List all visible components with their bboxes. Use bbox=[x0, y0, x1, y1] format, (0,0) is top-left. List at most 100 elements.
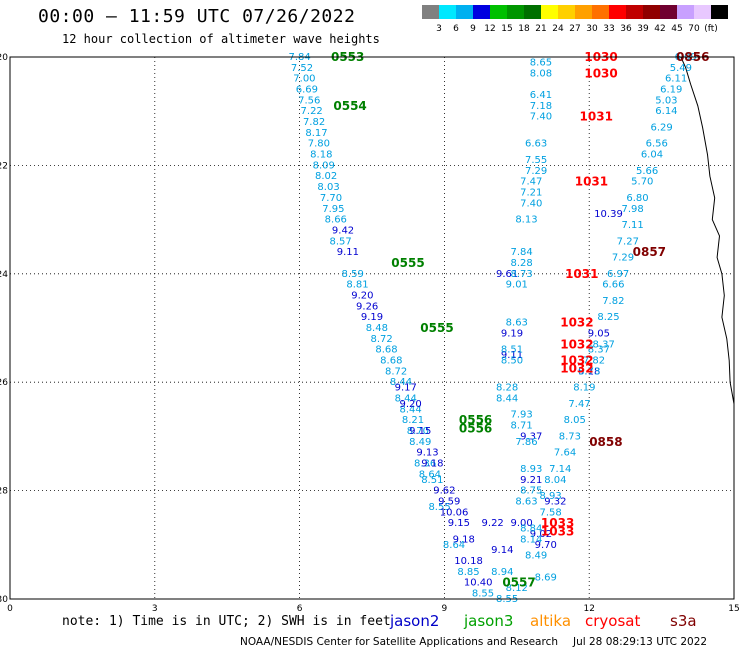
colorbar-label: 45 bbox=[671, 24, 682, 34]
data-point-label: 8.51 bbox=[421, 475, 443, 486]
data-point-label: 7.47 bbox=[520, 177, 542, 188]
coastline bbox=[680, 56, 735, 404]
data-point-label: 6.04 bbox=[641, 150, 663, 161]
data-point-label: 9.32 bbox=[544, 496, 566, 507]
y-tick-label: -22 bbox=[0, 161, 8, 171]
footer-credit: NOAA/NESDIS Center for Satellite Applica… bbox=[240, 636, 558, 648]
data-point-label: 7.00 bbox=[293, 74, 315, 85]
colorbar-swatch bbox=[524, 5, 541, 19]
y-tick-label: -26 bbox=[0, 378, 8, 388]
colorbar-label: 70 bbox=[688, 24, 700, 34]
pass-time-label: 1033 bbox=[541, 516, 574, 530]
colorbar-label: 18 bbox=[518, 24, 530, 34]
data-point-label: 9.11 bbox=[337, 247, 359, 258]
footer-timestamp: Jul 28 08:29:13 UTC 2022 bbox=[572, 636, 707, 648]
data-point-label: 8.73 bbox=[510, 269, 532, 280]
colorbar-label: 27 bbox=[569, 24, 580, 34]
data-point-label: 9.15 bbox=[448, 518, 470, 529]
data-point-label: 8.08 bbox=[530, 68, 552, 79]
data-point-label: 9.62 bbox=[433, 486, 455, 497]
data-point-label: 8.71 bbox=[510, 421, 532, 432]
x-tick-label: 9 bbox=[442, 604, 448, 614]
data-point-label: 8.57 bbox=[329, 236, 351, 247]
data-point-label: 8.64 bbox=[443, 540, 465, 551]
data-point-label: 7.64 bbox=[554, 448, 576, 459]
pass-time-label: 1031 bbox=[565, 267, 598, 281]
legend-item: cryosat bbox=[585, 612, 640, 630]
data-point-label: 9.21 bbox=[520, 475, 542, 486]
data-point-label: 7.40 bbox=[520, 198, 542, 209]
data-point-label: 7.22 bbox=[301, 106, 323, 117]
data-point-label: 9.18 bbox=[578, 366, 600, 377]
data-point-label: 8.14 bbox=[520, 534, 542, 545]
colorbar-swatch bbox=[558, 5, 575, 19]
data-point-label: 9.02 bbox=[530, 529, 552, 540]
colorbar-label: 3 bbox=[436, 24, 442, 34]
data-point-label: 7.82 bbox=[583, 356, 605, 367]
data-point-label: 8.68 bbox=[380, 356, 402, 367]
color-scale-bar: 3 6 9 12 15 18 21 24 27 30 33 36 39 42 45 70 (ft) bbox=[422, 5, 728, 34]
data-point-label: 8.44 bbox=[395, 393, 417, 404]
data-point-label: 9.61 bbox=[496, 269, 518, 280]
colorbar-swatch bbox=[439, 5, 456, 19]
data-point-label: 8.75 bbox=[520, 486, 542, 497]
data-point-label: 7.55 bbox=[525, 155, 547, 166]
data-point-label: 5.49 bbox=[670, 63, 692, 74]
data-point-label: 6.56 bbox=[646, 139, 668, 150]
pass-time-label: 1031 bbox=[580, 110, 613, 124]
legend-note: note: 1) Time is in UTC; 2) SWH is in fe… bbox=[62, 614, 391, 629]
y-tick-label: -24 bbox=[0, 270, 8, 280]
data-point-label: 9.42 bbox=[332, 225, 354, 236]
x-tick-label: 3 bbox=[152, 604, 158, 614]
colorbar-swatch bbox=[541, 5, 558, 19]
pass-time-labels: 0553055405550555055605560557103010301031… bbox=[331, 50, 710, 590]
colorbar-label: 12 bbox=[484, 24, 495, 34]
data-point-label: 8.19 bbox=[573, 383, 595, 394]
data-point-label: 8.64 bbox=[419, 469, 441, 480]
data-point-label: 8.63 bbox=[515, 496, 537, 507]
plot-frame bbox=[9, 56, 735, 600]
data-point-label: 9.22 bbox=[482, 518, 504, 529]
data-point-label: 9.01 bbox=[506, 280, 528, 291]
colorbar-swatch bbox=[490, 5, 507, 19]
data-point-label: 7.56 bbox=[298, 95, 320, 106]
data-point-label: 8.55 bbox=[428, 502, 450, 513]
data-point-label: 6.63 bbox=[525, 139, 547, 150]
data-point-label: 9.14 bbox=[491, 545, 513, 556]
data-point-label: 6.11 bbox=[665, 74, 687, 85]
data-point-label: 9.15 bbox=[409, 426, 431, 437]
data-point-label: 7.52 bbox=[291, 63, 313, 74]
data-point-label: 8.21 bbox=[402, 415, 424, 426]
legend-item: jason2 bbox=[389, 612, 439, 630]
colorbar-swatch bbox=[609, 5, 626, 19]
pass-time-label: 1030 bbox=[584, 66, 617, 80]
data-point-label: 8.28 bbox=[496, 383, 518, 394]
data-point-label: 6.14 bbox=[655, 106, 677, 117]
data-point-label: 8.55 bbox=[472, 589, 494, 600]
pass-time-label: 1032 bbox=[560, 362, 593, 376]
data-point-label: 7.11 bbox=[622, 220, 644, 231]
satellite-legend: jason2 jason3 altika cryosat s3a bbox=[389, 612, 697, 630]
data-point-label: 8.04 bbox=[544, 475, 566, 486]
colorbar-label: 42 bbox=[654, 24, 665, 34]
colorbar-label: 21 bbox=[535, 24, 546, 34]
data-point-label: 8.69 bbox=[535, 572, 557, 583]
x-tick-label: 0 bbox=[7, 604, 13, 614]
data-point-label: 8.28 bbox=[510, 258, 532, 269]
data-point-label: 8.17 bbox=[305, 128, 327, 139]
data-point-label: 10.06 bbox=[440, 507, 469, 518]
data-point-label: 8.49 bbox=[409, 437, 431, 448]
data-point-label: 7.84 bbox=[510, 247, 532, 258]
colorbar-swatch bbox=[694, 5, 711, 19]
pass-time-label: 0857 bbox=[633, 245, 666, 259]
data-point-label: 8.49 bbox=[525, 551, 547, 562]
data-point-label: 8.48 bbox=[366, 323, 388, 334]
data-point-label: 10.40 bbox=[464, 578, 493, 589]
colorbar-swatch bbox=[660, 5, 677, 19]
colorbar-label: 6 bbox=[453, 24, 459, 34]
chart-title: 00:00 – 11:59 UTC 07/26/2022 bbox=[38, 6, 356, 27]
data-point-label: 9.20 bbox=[351, 290, 373, 301]
data-point-label: 9.19 bbox=[501, 328, 523, 339]
data-point-label: 7.95 bbox=[322, 204, 344, 215]
